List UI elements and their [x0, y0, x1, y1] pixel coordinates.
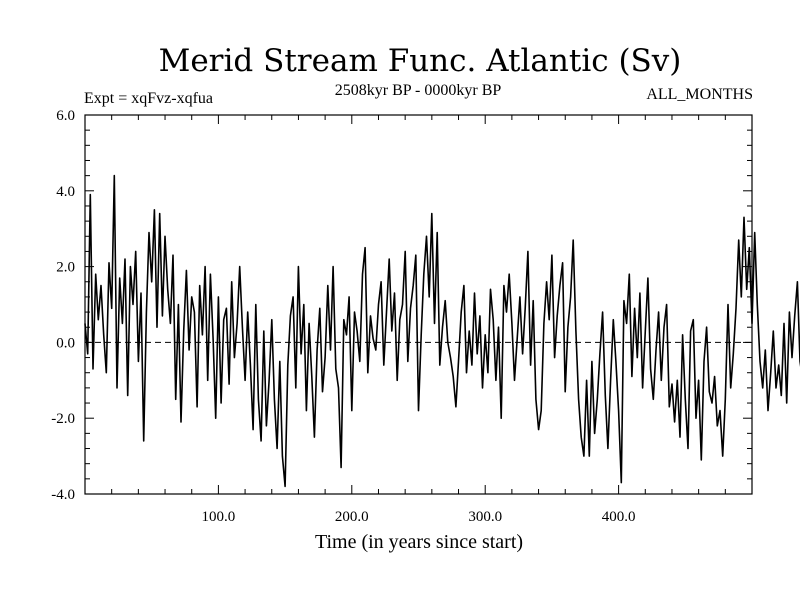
y-tick-label: 0.0: [56, 335, 75, 351]
x-tick-label: 100.0: [202, 509, 236, 525]
chart-subtitle-expt: Expt = xqFvz-xqfua: [84, 90, 213, 107]
series-line: [84, 174, 800, 488]
y-tick-label: -2.0: [51, 411, 75, 427]
x-tick-label: 400.0: [602, 509, 636, 525]
y-tick-label: 2.0: [56, 260, 75, 276]
chart-subtitle-period: 2508kyr BP - 0000kyr BP: [335, 82, 502, 99]
y-tick-label: -4.0: [51, 487, 75, 503]
x-tick-label: 200.0: [335, 509, 369, 525]
chart-subtitle-months: ALL_MONTHS: [646, 86, 753, 103]
tick-labels: 100.0 200.0 300.0 400.0 -4.0 -2.0 0.0 2.0 4.0 6.0: [51, 108, 635, 525]
y-tick-label: 4.0: [56, 184, 75, 200]
x-tick-label: 300.0: [468, 509, 502, 525]
series-group: [84, 174, 800, 488]
x-axis-label: Time (in years since start): [315, 531, 523, 553]
chart-title: Merid Stream Func. Atlantic (Sv): [159, 43, 682, 79]
y-tick-label: 6.0: [56, 108, 75, 124]
